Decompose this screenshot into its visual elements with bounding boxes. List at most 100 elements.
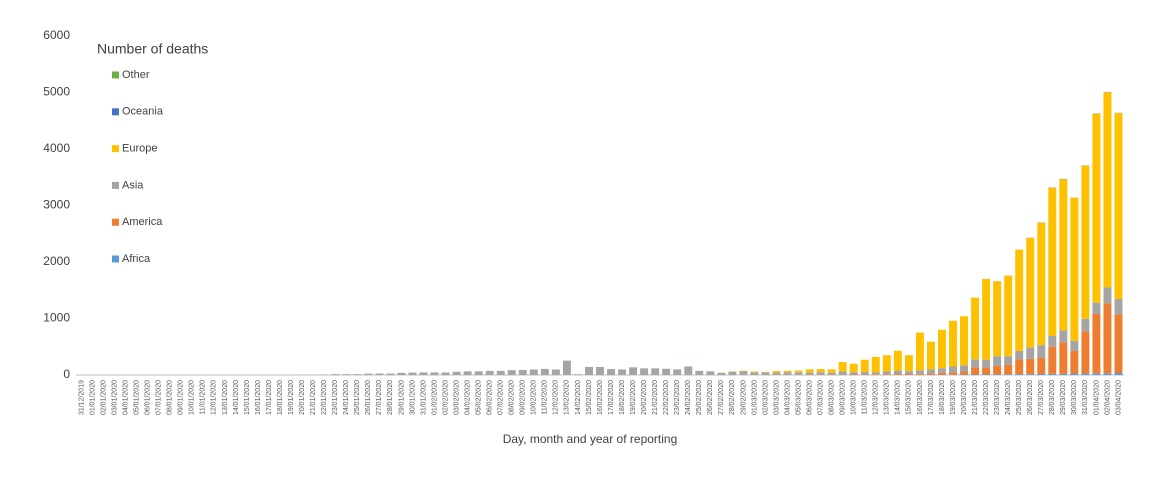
bar-segment	[1103, 92, 1112, 288]
bar-segment	[397, 372, 406, 375]
bar-segment	[882, 374, 891, 375]
x-tick-label: 09/03/2020	[840, 380, 847, 415]
x-tick-label: 13/02/2020	[564, 380, 571, 415]
bar-segment	[1092, 302, 1101, 314]
bar-segment	[772, 371, 781, 373]
x-tick-label: 15/01/2020	[244, 380, 251, 415]
bar-segment	[971, 359, 980, 368]
bar-segment	[1004, 374, 1013, 375]
bar-segment	[1081, 331, 1090, 374]
bar-segment	[750, 371, 759, 373]
bar-segment	[960, 365, 969, 372]
bar-segment	[1070, 350, 1079, 374]
bar-segment	[353, 374, 362, 375]
x-tick-label: 11/01/2020	[200, 380, 207, 415]
bar-segment	[1004, 364, 1013, 375]
bar-segment	[904, 371, 913, 374]
bar-segment	[1059, 342, 1068, 374]
x-tick-label: 25/03/2020	[1016, 380, 1023, 415]
bar-segment	[1015, 350, 1024, 360]
x-tick-label: 13/03/2020	[884, 380, 891, 415]
x-tick-label: 20/03/2020	[961, 380, 968, 415]
x-tick-label: 24/01/2020	[343, 380, 350, 415]
x-tick-label: 19/02/2020	[630, 380, 637, 415]
legend-label: Europe	[122, 143, 157, 155]
bar-segment	[375, 373, 384, 375]
bar-segment	[971, 297, 980, 360]
x-tick-label: 09/01/2020	[178, 380, 185, 415]
legend-label: Asia	[122, 179, 144, 191]
x-tick-label: 31/03/2020	[1082, 380, 1089, 415]
x-tick-label: 08/03/2020	[829, 380, 836, 415]
x-tick-label: 16/01/2020	[255, 380, 262, 415]
bar-segment	[816, 369, 825, 373]
x-tick-label: 02/01/2020	[100, 380, 107, 415]
bar-segment	[871, 372, 880, 375]
x-tick-label: 26/01/2020	[365, 380, 372, 415]
x-tick-label: 01/02/2020	[431, 380, 438, 415]
y-tick-label: 6000	[43, 28, 70, 42]
x-tick-label: 31/01/2020	[420, 380, 427, 415]
x-tick-label: 22/01/2020	[321, 380, 328, 415]
bar-segment	[982, 279, 991, 360]
bar-segment	[1037, 345, 1046, 358]
x-tick-label: 01/03/2020	[751, 380, 758, 415]
bar-segment	[1059, 330, 1068, 343]
bar-segment	[982, 367, 991, 375]
x-tick-label: 29/03/2020	[1060, 380, 1067, 415]
bar-segment	[993, 374, 1002, 375]
bar-segment	[982, 374, 991, 375]
bar-segment	[452, 371, 461, 375]
bar-segment	[860, 359, 869, 373]
bar-segment	[1103, 287, 1112, 304]
bar-segment	[993, 356, 1002, 366]
bar-segment	[1015, 359, 1024, 375]
bar-segment	[926, 373, 935, 375]
bar-segment	[926, 369, 935, 374]
bar-segment	[364, 373, 373, 375]
x-tick-label: 10/03/2020	[851, 380, 858, 415]
x-tick-label: 17/01/2020	[266, 380, 273, 415]
bar-segment	[1026, 358, 1035, 375]
bar-segment	[938, 329, 946, 369]
x-tick-label: 11/03/2020	[862, 380, 869, 415]
x-tick-label: 27/01/2020	[376, 380, 383, 415]
x-tick-label: 31/12/2019	[78, 380, 85, 415]
x-tick-label: 06/02/2020	[487, 380, 494, 415]
x-tick-label: 15/03/2020	[906, 380, 913, 415]
x-tick-label: 04/03/2020	[784, 380, 791, 415]
bar-segment	[607, 369, 616, 375]
bar-segment	[573, 374, 582, 375]
bar-segment	[673, 369, 682, 375]
bar-segment	[507, 370, 516, 375]
bar-segment	[1015, 374, 1024, 375]
y-tick-label: 1000	[43, 311, 70, 325]
x-tick-label: 05/01/2020	[134, 380, 141, 415]
bar-segment	[1048, 346, 1057, 374]
bar-segment	[1070, 373, 1079, 375]
bar-segment	[1070, 340, 1079, 351]
x-tick-label: 07/03/2020	[817, 380, 824, 415]
x-tick-label: 13/01/2020	[222, 380, 229, 415]
bar-segment	[684, 366, 693, 375]
x-tick-label: 10/01/2020	[189, 380, 196, 415]
y-tick-label: 5000	[43, 85, 70, 99]
bar-segment	[419, 372, 428, 375]
bar-segment	[849, 363, 858, 373]
x-tick-label: 19/03/2020	[950, 380, 957, 415]
bar-segment	[827, 372, 836, 375]
bar-segment	[805, 369, 814, 373]
x-tick-label: 14/01/2020	[233, 380, 240, 415]
bar-segment	[827, 369, 836, 373]
bar-segment	[1059, 373, 1068, 375]
x-tick-label: 27/02/2020	[718, 380, 725, 415]
x-tick-label: 08/01/2020	[167, 380, 174, 415]
x-tick-label: 03/04/2020	[1115, 380, 1122, 415]
bar-segment	[662, 368, 671, 375]
bar-segment	[1037, 373, 1046, 375]
x-tick-label: 20/02/2020	[641, 380, 648, 415]
bar-segment	[838, 371, 847, 375]
legend-title: Number of deaths	[97, 41, 208, 57]
x-tick-label: 29/01/2020	[398, 380, 405, 415]
